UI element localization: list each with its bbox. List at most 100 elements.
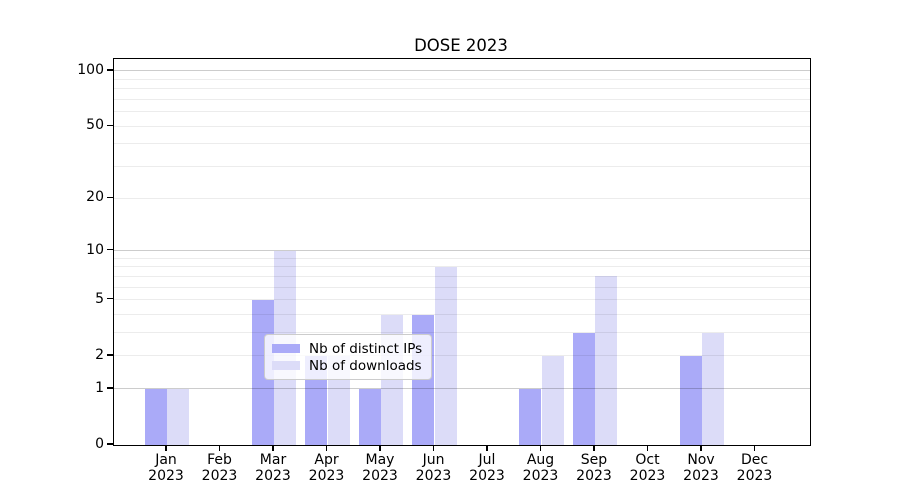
x-tick-label-year: 2023 (415, 468, 452, 484)
legend-swatch-distinct-ips (272, 343, 300, 354)
x-tick-label-year: 2023 (629, 468, 666, 484)
x-tick-label-month: Jan (155, 452, 177, 468)
x-tick-label: Feb 2023 (185, 452, 255, 484)
x-tick-label: Sep 2023 (559, 452, 629, 484)
y-tick-mark (107, 354, 113, 356)
y-tick-label: 1 (95, 379, 104, 396)
y-tick-mark (107, 196, 113, 198)
x-tick-label-year: 2023 (362, 468, 398, 484)
x-tick-mark (325, 445, 328, 451)
bar-downloads (541, 355, 564, 445)
gridline-minor (114, 78, 810, 80)
x-tick-label: Mar 2023 (238, 452, 308, 484)
x-tick-label: Oct 2023 (613, 452, 683, 484)
x-tick-label-year: 2023 (148, 468, 184, 484)
legend-item: Nb of distinct IPs (272, 340, 431, 357)
x-tick-label-month: Oct (635, 452, 660, 468)
bar-distinct-ips (358, 388, 381, 445)
x-tick-mark (700, 445, 702, 451)
y-tick-mark (107, 124, 113, 126)
x-tick-label: May 2023 (345, 452, 415, 484)
x-tick-label-year: 2023 (576, 468, 612, 484)
x-tick-label: Dec 2023 (720, 452, 790, 484)
gridline-major (114, 70, 810, 72)
gridline-minor (114, 125, 810, 127)
x-tick-label: Apr 2023 (292, 452, 362, 484)
x-tick-label-year: 2023 (736, 468, 773, 484)
gridline-minor (114, 275, 810, 277)
bar-downloads (702, 332, 725, 445)
x-tick-label: Jul 2023 (452, 452, 522, 484)
gridline-minor (114, 257, 810, 259)
gridline-major (114, 250, 810, 252)
x-tick-label-year: 2023 (308, 468, 345, 484)
x-tick-label-month: Nov (687, 452, 715, 468)
gridline-major (114, 388, 810, 390)
x-tick-label-month: Aug (526, 452, 555, 468)
y-tick-label: 0 (95, 436, 104, 452)
x-tick-label: Jun 2023 (399, 452, 469, 484)
gridline-minor (114, 197, 810, 199)
gridline-minor (114, 98, 810, 100)
x-tick-mark (486, 445, 488, 451)
x-tick-mark (539, 445, 542, 451)
y-tick-label: 100 (77, 61, 104, 78)
legend: Nb of distinct IPs Nb of downloads (264, 334, 432, 380)
x-tick-label: Nov 2023 (666, 452, 736, 484)
x-tick-mark (379, 445, 381, 451)
y-tick-label: 20 (86, 189, 104, 206)
y-tick-label: 2 (95, 346, 104, 363)
bar-distinct-ips (679, 355, 702, 445)
x-tick-mark (593, 445, 595, 451)
legend-item: Nb of downloads (272, 357, 431, 374)
gridline-minor (114, 355, 810, 357)
gridline-minor (114, 266, 810, 268)
x-tick-mark (165, 445, 167, 451)
legend-label-distinct-ips: Nb of distinct IPs (309, 340, 423, 357)
y-tick-mark (107, 387, 113, 389)
x-tick-label-month: Apr (314, 452, 339, 468)
y-tick-label: 5 (95, 290, 104, 307)
x-tick-label-month: Jul (478, 452, 496, 468)
y-tick-mark (107, 443, 113, 445)
gridline-minor (114, 332, 810, 334)
legend-label-downloads: Nb of downloads (309, 357, 422, 374)
x-tick-label-month: Sep (580, 452, 608, 468)
bar-distinct-ips (519, 388, 542, 445)
x-tick-label-month: May (365, 452, 395, 468)
gridline-minor (114, 286, 810, 288)
y-tick-label: 10 (86, 241, 104, 258)
x-tick-label-year: 2023 (255, 468, 291, 484)
x-tick-mark (646, 445, 649, 451)
bar-distinct-ips (572, 332, 595, 445)
plot-area (113, 58, 811, 446)
bar-distinct-ips (144, 388, 167, 445)
chart-title: DOSE 2023 (414, 36, 508, 55)
x-tick-label-month: Mar (259, 452, 287, 468)
x-tick-label-month: Dec (740, 452, 769, 468)
x-tick-label-year: 2023 (522, 468, 559, 484)
x-tick-mark (272, 445, 274, 451)
bar-downloads (434, 266, 457, 445)
gridline-minor (114, 166, 810, 168)
gridline-minor (114, 88, 810, 90)
x-tick-mark (432, 445, 435, 451)
gridline-minor (114, 143, 810, 145)
x-tick-mark (753, 445, 756, 451)
x-tick-label: Jan 2023 (131, 452, 201, 484)
y-tick-label: 50 (86, 117, 104, 134)
legend-swatch-downloads (272, 360, 300, 371)
y-tick-mark (107, 69, 113, 71)
x-tick-label-month: Jun (422, 452, 445, 468)
gridline-minor (114, 314, 810, 316)
gridline-minor (114, 299, 810, 301)
x-tick-label-year: 2023 (201, 468, 238, 484)
bar-downloads (167, 388, 190, 445)
y-tick-mark (107, 248, 113, 251)
y-tick-mark (107, 298, 113, 300)
x-tick-label-year: 2023 (683, 468, 719, 484)
gridline-minor (114, 111, 810, 113)
x-tick-label-year: 2023 (469, 468, 505, 484)
x-tick-mark (218, 445, 221, 451)
